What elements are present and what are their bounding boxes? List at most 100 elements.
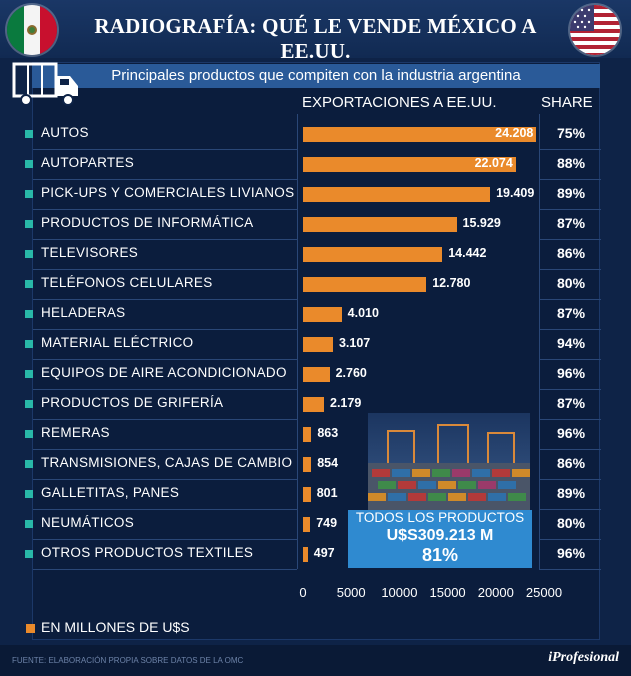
bar-value-label: 2.760 — [335, 366, 367, 380]
row-bullet — [25, 550, 33, 558]
share-value: 87% — [557, 395, 586, 411]
usa-flag-icon — [570, 5, 620, 55]
bar — [303, 216, 457, 232]
bar-value-label: 19.409 — [496, 186, 535, 200]
bar-value-label: 14.442 — [448, 246, 487, 260]
category-label: AUTOPARTES — [41, 155, 135, 170]
row-bullet — [25, 250, 33, 258]
share-separator — [539, 209, 601, 210]
plot-divider-right — [539, 114, 540, 569]
mexico-flag-icon — [7, 5, 57, 55]
bar-value-label: 22.074 — [474, 156, 513, 170]
plot-divider-left — [297, 114, 298, 569]
share-separator — [539, 389, 601, 390]
category-label: TELÉFONOS CELULARES — [41, 275, 213, 290]
category-label: PRODUCTOS DE INFORMÁTICA — [41, 215, 254, 230]
category-label: NEUMÁTICOS — [41, 515, 135, 530]
share-value: 75% — [557, 125, 586, 141]
share-separator — [539, 449, 601, 450]
row-separator — [33, 299, 297, 300]
bar — [303, 486, 311, 502]
share-value: 87% — [557, 215, 586, 231]
row-bullet — [25, 520, 33, 528]
row-separator — [33, 149, 297, 150]
row-bullet — [25, 340, 33, 348]
category-label: OTROS PRODUCTOS TEXTILES — [41, 545, 254, 560]
row-separator — [33, 179, 297, 180]
share-value: 96% — [557, 365, 586, 381]
share-value: 86% — [557, 245, 586, 261]
share-separator — [539, 269, 601, 270]
category-label: TELEVISORES — [41, 245, 139, 260]
share-separator — [539, 179, 601, 180]
row-bullet — [25, 460, 33, 468]
category-label: MATERIAL ELÉCTRICO — [41, 335, 194, 350]
row-separator — [33, 329, 297, 330]
share-column-header: SHARE — [541, 94, 593, 111]
share-separator — [539, 569, 601, 570]
row-bullet — [25, 130, 33, 138]
row-separator — [33, 239, 297, 240]
row-bullet — [25, 490, 33, 498]
share-separator — [539, 539, 601, 540]
row-bullet — [25, 430, 33, 438]
row-separator — [33, 509, 297, 510]
total-amount: U$S309.213 M — [386, 527, 494, 544]
share-separator — [539, 359, 601, 360]
row-bullet — [25, 310, 33, 318]
x-tick-label: 0 — [299, 585, 307, 600]
bar — [303, 366, 330, 382]
bar-value-label: 15.929 — [462, 216, 501, 230]
bar-value-label: 2.179 — [330, 396, 362, 410]
share-value: 87% — [557, 305, 586, 321]
bar — [303, 246, 443, 262]
share-value: 80% — [557, 515, 586, 531]
row-bullet — [25, 220, 33, 228]
share-value: 94% — [557, 335, 586, 351]
bar — [303, 426, 312, 442]
x-tick-label: 5000 — [336, 585, 366, 600]
total-share: 81% — [421, 545, 459, 565]
row-separator — [33, 389, 297, 390]
category-label: AUTOS — [41, 125, 89, 140]
category-label: REMERAS — [41, 425, 110, 440]
category-label: EQUIPOS DE AIRE ACONDICIONADO — [41, 365, 287, 380]
share-value: 86% — [557, 455, 586, 471]
x-tick-label: 15000 — [429, 585, 466, 600]
row-separator — [33, 479, 297, 480]
bar — [303, 396, 324, 412]
row-separator — [33, 449, 297, 450]
exports-column-header: EXPORTACIONES A EE.UU. — [302, 94, 497, 111]
bar-value-label: 497 — [313, 546, 335, 560]
port-photo — [368, 413, 530, 511]
row-separator — [33, 359, 297, 360]
share-separator — [539, 149, 601, 150]
share-separator — [539, 299, 601, 300]
total-box: TODOS LOS PRODUCTOS U$S309.213 M 81% — [348, 510, 532, 568]
category-label: TRANSMISIONES, CAJAS DE CAMBIO — [41, 455, 293, 470]
bar — [303, 126, 537, 142]
page-title: RADIOGRAFÍA: QUÉ LE VENDE MÉXICO A EE.UU… — [94, 14, 537, 63]
share-value: 89% — [557, 185, 586, 201]
share-value: 88% — [557, 155, 586, 171]
bar-value-label: 749 — [316, 516, 338, 530]
row-bullet — [25, 400, 33, 408]
row-bullet — [25, 190, 33, 198]
x-tick-label: 10000 — [381, 585, 418, 600]
bar — [303, 546, 308, 562]
brand-logo: iProfesional — [548, 650, 619, 665]
bar — [303, 186, 491, 202]
legend-label: EN MILLONES DE U$S — [41, 619, 190, 635]
bar-value-label: 24.208 — [495, 126, 534, 140]
share-separator — [539, 479, 601, 480]
bar — [303, 516, 311, 532]
row-bullet — [25, 160, 33, 168]
x-tick-label: 20000 — [477, 585, 514, 600]
row-separator — [33, 209, 297, 210]
footer-bar — [0, 645, 631, 676]
share-value: 96% — [557, 545, 586, 561]
bar-value-label: 12.780 — [432, 276, 471, 290]
bar-value-label: 863 — [317, 426, 339, 440]
bar — [303, 456, 312, 472]
